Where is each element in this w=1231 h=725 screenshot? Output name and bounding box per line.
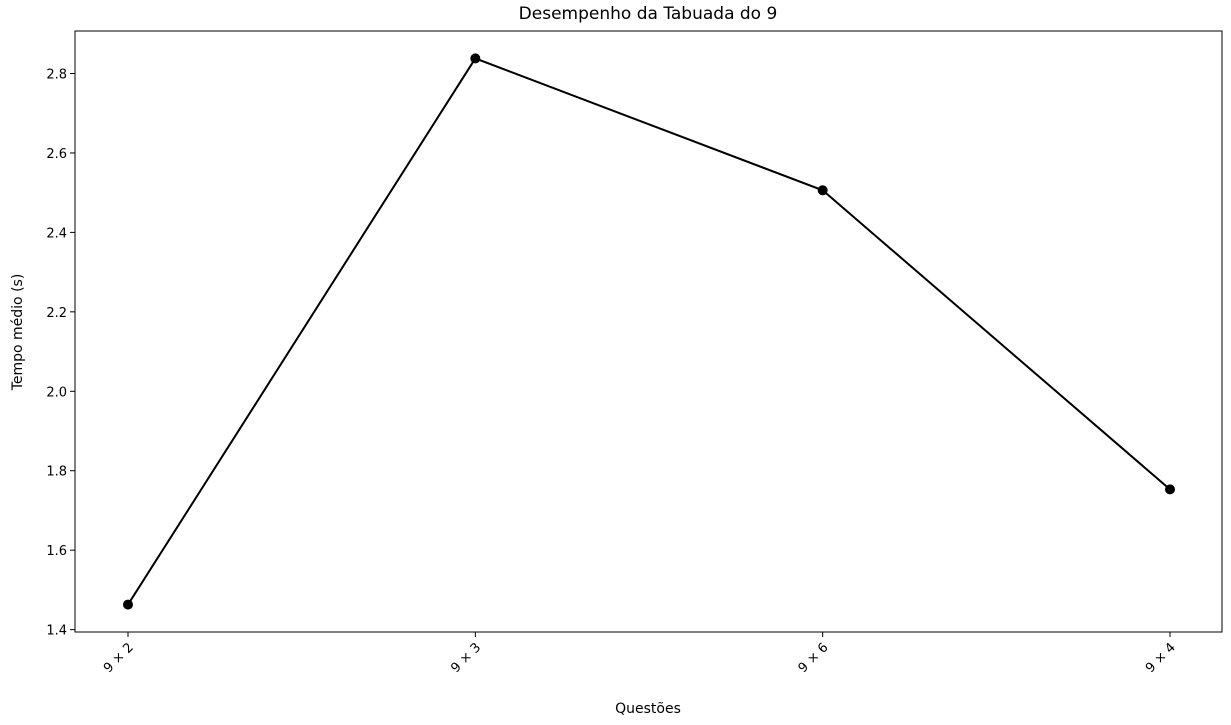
plot-frame <box>74 30 1223 633</box>
series-line <box>127 57 1171 606</box>
y-tick-label: 2.8 <box>46 68 67 83</box>
y-axis-label: Tempo médio (s) <box>10 274 26 392</box>
y-tick-label: 2.6 <box>46 147 67 162</box>
data-point <box>1165 484 1175 495</box>
data-point <box>123 599 133 610</box>
y-tick-label: 1.4 <box>46 624 67 639</box>
data-point <box>470 53 481 64</box>
data-point <box>817 185 828 196</box>
y-tick-label: 2.2 <box>46 306 67 321</box>
y-tick-label: 2.4 <box>46 226 67 241</box>
series-layer <box>123 53 1175 610</box>
x-axis-label: Questões <box>615 701 681 717</box>
x-tick-label: 9 × 3 <box>448 640 484 676</box>
x-tick-label: 9 × 6 <box>796 640 832 676</box>
y-axis-ticks: 1.4 1.6 1.8 2.0 2.2 2.4 2.6 2.8 <box>46 68 75 639</box>
chart-title: Desempenho da Tabuada do 9 <box>519 4 778 24</box>
y-tick-label: 2.0 <box>46 385 67 400</box>
y-tick-label: 1.8 <box>46 465 67 480</box>
x-tick-label: 9 × 2 <box>101 640 137 676</box>
x-tick-label: 9 × 4 <box>1143 640 1179 676</box>
x-axis-ticks: 9 × 2 9 × 3 9 × 6 9 × 4 <box>101 632 1179 676</box>
y-tick-label: 1.6 <box>46 544 67 559</box>
